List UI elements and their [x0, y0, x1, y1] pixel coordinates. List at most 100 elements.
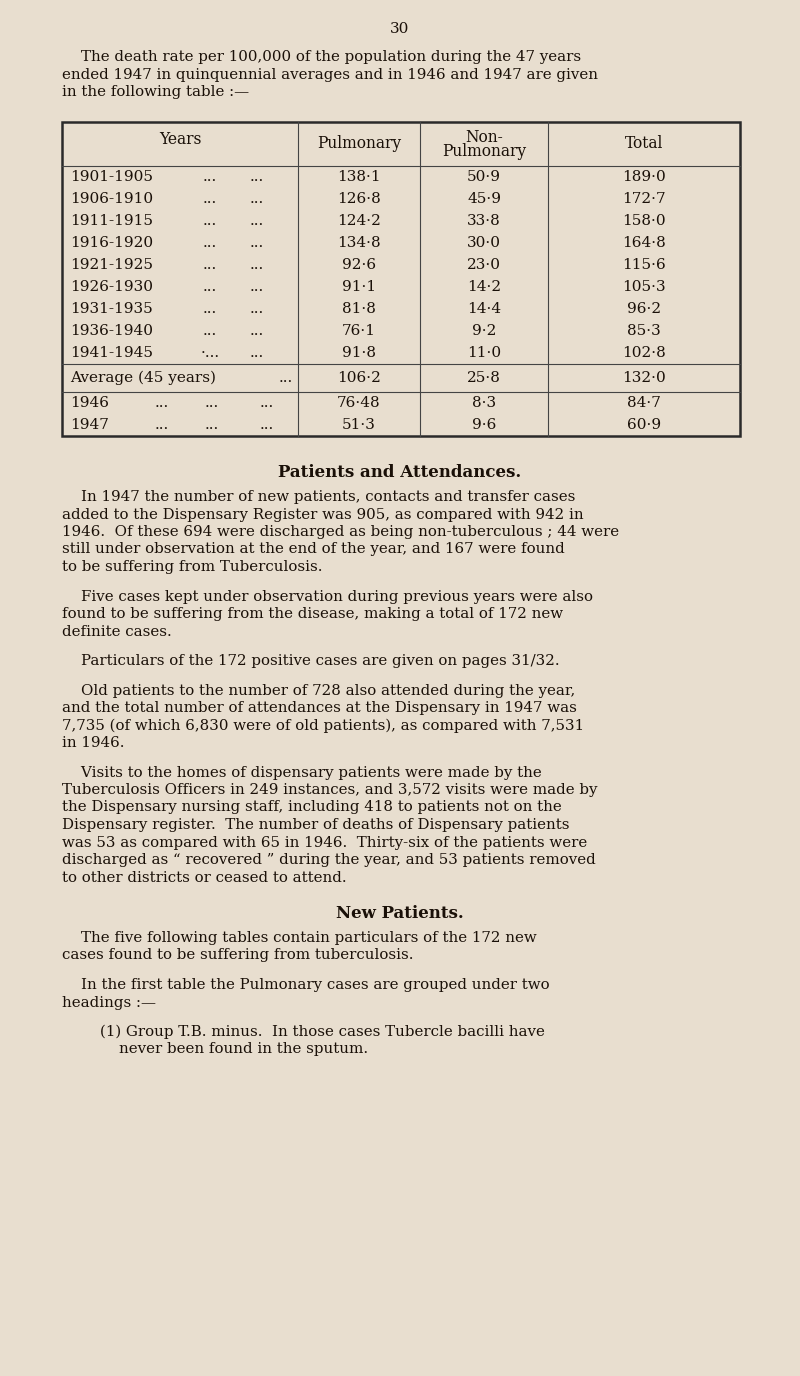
Text: 14·4: 14·4: [467, 301, 501, 316]
Text: 132·0: 132·0: [622, 372, 666, 385]
Text: ...: ...: [205, 418, 219, 432]
Text: 92·6: 92·6: [342, 259, 376, 272]
Text: New Patients.: New Patients.: [336, 905, 464, 922]
Text: Tuberculosis Officers in 249 instances, and 3,572 visits were made by: Tuberculosis Officers in 249 instances, …: [62, 783, 598, 797]
Text: 76·1: 76·1: [342, 323, 376, 338]
Text: definite cases.: definite cases.: [62, 625, 172, 638]
Text: ...: ...: [250, 279, 264, 294]
Text: Total: Total: [625, 135, 663, 153]
Text: 30·0: 30·0: [467, 237, 501, 250]
Text: ...: ...: [250, 301, 264, 316]
Text: (1) Group T.B. minus.  In those cases Tubercle bacilli have: (1) Group T.B. minus. In those cases Tub…: [62, 1025, 545, 1039]
Text: Dispensary register.  The number of deaths of Dispensary patients: Dispensary register. The number of death…: [62, 817, 570, 832]
Text: ...: ...: [203, 259, 217, 272]
Text: the Dispensary nursing staff, including 418 to patients not on the: the Dispensary nursing staff, including …: [62, 801, 562, 815]
Text: 1947: 1947: [70, 418, 109, 432]
Text: ...: ...: [250, 345, 264, 361]
Text: 164·8: 164·8: [622, 237, 666, 250]
Text: 51·3: 51·3: [342, 418, 376, 432]
Text: 1901-1905: 1901-1905: [70, 171, 153, 184]
Text: In 1947 the number of new patients, contacts and transfer cases: In 1947 the number of new patients, cont…: [62, 490, 575, 504]
Text: ...: ...: [250, 171, 264, 184]
Text: 172·7: 172·7: [622, 193, 666, 206]
Text: 105·3: 105·3: [622, 279, 666, 294]
Text: The five following tables contain particulars of the 172 new: The five following tables contain partic…: [62, 932, 537, 945]
Text: ...: ...: [279, 372, 293, 385]
Text: 50·9: 50·9: [467, 171, 501, 184]
Text: ·...: ·...: [201, 345, 219, 361]
Text: 91·8: 91·8: [342, 345, 376, 361]
Text: 1911-1915: 1911-1915: [70, 215, 153, 228]
Text: 106·2: 106·2: [337, 372, 381, 385]
Text: 1946.  Of these 694 were discharged as being non-tuberculous ; 44 were: 1946. Of these 694 were discharged as be…: [62, 526, 619, 539]
Text: 158·0: 158·0: [622, 215, 666, 228]
Text: Visits to the homes of dispensary patients were made by the: Visits to the homes of dispensary patien…: [62, 765, 542, 779]
Text: 23·0: 23·0: [467, 259, 501, 272]
Text: found to be suffering from the disease, making a total of 172 new: found to be suffering from the disease, …: [62, 607, 563, 621]
Text: 14·2: 14·2: [467, 279, 501, 294]
Text: ...: ...: [250, 215, 264, 228]
Text: added to the Dispensary Register was 905, as compared with 942 in: added to the Dispensary Register was 905…: [62, 508, 584, 522]
Text: Pulmonary: Pulmonary: [317, 135, 401, 153]
Text: 84·7: 84·7: [627, 396, 661, 410]
Text: 45·9: 45·9: [467, 193, 501, 206]
Text: cases found to be suffering from tuberculosis.: cases found to be suffering from tubercu…: [62, 948, 414, 962]
Text: 81·8: 81·8: [342, 301, 376, 316]
Text: 30: 30: [390, 22, 410, 36]
Text: Pulmonary: Pulmonary: [442, 143, 526, 160]
Text: discharged as “ recovered ” during the year, and 53 patients removed: discharged as “ recovered ” during the y…: [62, 853, 596, 867]
Text: ...: ...: [203, 193, 217, 206]
Text: ...: ...: [203, 171, 217, 184]
Text: 96·2: 96·2: [627, 301, 661, 316]
Text: Particulars of the 172 positive cases are given on pages 31/32.: Particulars of the 172 positive cases ar…: [62, 654, 560, 667]
Text: still under observation at the end of the year, and 167 were found: still under observation at the end of th…: [62, 542, 565, 556]
Text: 33·8: 33·8: [467, 215, 501, 228]
Text: 1921-1925: 1921-1925: [70, 259, 153, 272]
Text: 9·2: 9·2: [472, 323, 496, 338]
Text: never been found in the sputum.: never been found in the sputum.: [62, 1043, 368, 1057]
Text: 11·0: 11·0: [467, 345, 501, 361]
Bar: [62, 122, 740, 436]
Text: ...: ...: [250, 259, 264, 272]
Text: 76·48: 76·48: [337, 396, 381, 410]
Text: ...: ...: [203, 215, 217, 228]
Text: 91·1: 91·1: [342, 279, 376, 294]
Text: 7,735 (of which 6,830 were of old patients), as compared with 7,531: 7,735 (of which 6,830 were of old patien…: [62, 718, 584, 733]
Text: 9·6: 9·6: [472, 418, 496, 432]
Text: was 53 as compared with 65 in 1946.  Thirty-six of the patients were: was 53 as compared with 65 in 1946. Thir…: [62, 835, 587, 849]
Text: 25·8: 25·8: [467, 372, 501, 385]
Text: and the total number of attendances at the Dispensary in 1947 was: and the total number of attendances at t…: [62, 700, 577, 716]
Text: 60·9: 60·9: [627, 418, 661, 432]
Text: 134·8: 134·8: [337, 237, 381, 250]
Text: Years: Years: [159, 132, 201, 149]
Text: 1916-1920: 1916-1920: [70, 237, 153, 250]
Text: ...: ...: [260, 418, 274, 432]
Text: ...: ...: [203, 279, 217, 294]
Text: 1936-1940: 1936-1940: [70, 323, 153, 338]
Text: ended 1947 in quinquennial averages and in 1946 and 1947 are given: ended 1947 in quinquennial averages and …: [62, 67, 598, 81]
Text: ...: ...: [260, 396, 274, 410]
Text: ...: ...: [203, 237, 217, 250]
Text: ...: ...: [250, 193, 264, 206]
Text: 1941-1945: 1941-1945: [70, 345, 153, 361]
Text: Non-: Non-: [465, 128, 503, 146]
Text: Old patients to the number of 728 also attended during the year,: Old patients to the number of 728 also a…: [62, 684, 575, 698]
Text: Patients and Attendances.: Patients and Attendances.: [278, 464, 522, 482]
Text: 124·2: 124·2: [337, 215, 381, 228]
Text: ...: ...: [155, 418, 169, 432]
Text: 85·3: 85·3: [627, 323, 661, 338]
Text: The death rate per 100,000 of the population during the 47 years: The death rate per 100,000 of the popula…: [62, 50, 581, 65]
Text: to other districts or ceased to attend.: to other districts or ceased to attend.: [62, 871, 346, 885]
Text: 8·3: 8·3: [472, 396, 496, 410]
Text: to be suffering from Tuberculosis.: to be suffering from Tuberculosis.: [62, 560, 322, 574]
Text: 138·1: 138·1: [337, 171, 381, 184]
Text: in the following table :—: in the following table :—: [62, 85, 249, 99]
Text: headings :—: headings :—: [62, 995, 156, 1010]
Text: 1946: 1946: [70, 396, 109, 410]
Text: Average (45 years): Average (45 years): [70, 370, 216, 385]
Text: ...: ...: [203, 323, 217, 338]
Text: ...: ...: [155, 396, 169, 410]
Text: ...: ...: [205, 396, 219, 410]
Text: ...: ...: [203, 301, 217, 316]
Text: In the first table the Pulmonary cases are grouped under two: In the first table the Pulmonary cases a…: [62, 978, 550, 992]
